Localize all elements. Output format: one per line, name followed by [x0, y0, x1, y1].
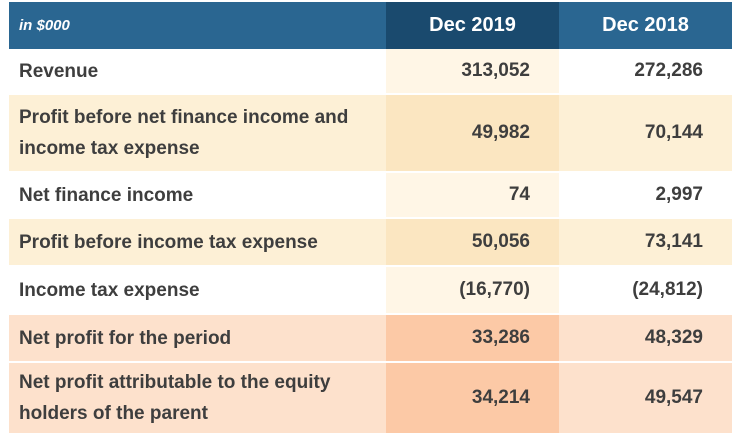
value-dec-2018: 272,286 [559, 49, 732, 95]
row-label: Income tax expense [9, 266, 386, 315]
row-label: Revenue [9, 49, 386, 95]
row-label: Net profit for the period [9, 314, 386, 363]
value-dec-2018: 48,329 [559, 314, 732, 363]
table-row: Revenue 313,052 272,286 [9, 49, 732, 95]
row-label: Profit before net finance income and inc… [9, 94, 386, 173]
table-header-row: in $000 Dec 2019 Dec 2018 [9, 2, 732, 49]
value-dec-2019: 74 [386, 172, 559, 219]
value-dec-2019: 34,214 [386, 362, 559, 435]
column-header-dec-2018: Dec 2018 [559, 2, 732, 49]
table-row: Net finance income 74 2,997 [9, 172, 732, 219]
row-label: Net finance income [9, 172, 386, 219]
value-dec-2018: 73,141 [559, 218, 732, 267]
unit-label: in $000 [9, 2, 386, 49]
row-label: Net profit attributable to the equity ho… [9, 362, 386, 435]
table-row: Profit before net finance income and inc… [9, 94, 732, 173]
table-row: Income tax expense (16,770) (24,812) [9, 266, 732, 315]
value-dec-2019: (16,770) [386, 266, 559, 315]
value-dec-2019: 313,052 [386, 49, 559, 95]
table-row: Net profit for the period 33,286 48,329 [9, 314, 732, 363]
value-dec-2018: 70,144 [559, 94, 732, 173]
column-header-dec-2019: Dec 2019 [386, 2, 559, 49]
value-dec-2019: 33,286 [386, 314, 559, 363]
value-dec-2018: 2,997 [559, 172, 732, 219]
value-dec-2019: 49,982 [386, 94, 559, 173]
value-dec-2018: 49,547 [559, 362, 732, 435]
table-row: Profit before income tax expense 50,056 … [9, 218, 732, 267]
table-row: Net profit attributable to the equity ho… [9, 362, 732, 435]
financial-table: in $000 Dec 2019 Dec 2018 Revenue 313,05… [9, 2, 732, 435]
row-label: Profit before income tax expense [9, 218, 386, 267]
value-dec-2018: (24,812) [559, 266, 732, 315]
value-dec-2019: 50,056 [386, 218, 559, 267]
